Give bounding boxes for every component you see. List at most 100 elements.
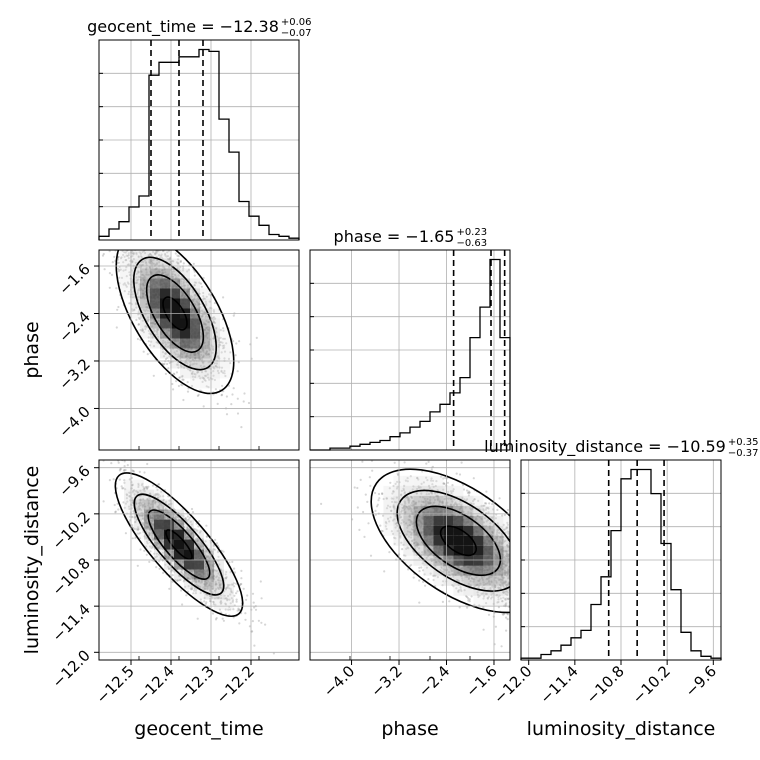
sample-point [151, 532, 154, 535]
sample-point [137, 323, 140, 326]
sample-point [151, 545, 154, 548]
sample-point [198, 520, 201, 523]
sample-point [156, 333, 159, 336]
sample-point [193, 281, 196, 284]
sample-point [127, 282, 130, 285]
sample-point [114, 511, 117, 514]
density-cell [200, 338, 210, 349]
sample-point [219, 344, 222, 347]
sample-point [131, 296, 134, 299]
sample-point [182, 515, 185, 518]
density-cell [150, 258, 160, 269]
sample-point [120, 485, 123, 488]
density-cell [120, 288, 130, 299]
sample-point [148, 560, 151, 564]
sample-point [217, 356, 220, 359]
sample-point [230, 590, 233, 594]
sample-point [177, 262, 180, 265]
sample-point [177, 574, 180, 578]
sample-point [203, 547, 207, 550]
sample-point [150, 340, 153, 343]
sample-point [141, 328, 144, 331]
sample-point [389, 481, 392, 484]
density-cell [184, 569, 194, 580]
sample-point [135, 518, 138, 522]
sample-point [199, 598, 202, 601]
sample-point [124, 284, 127, 287]
density-cell [180, 348, 190, 359]
sample-point [126, 281, 129, 284]
density-cell [150, 250, 160, 259]
sample-point [131, 501, 134, 504]
sample-point [252, 601, 255, 604]
sample-point [233, 567, 236, 570]
density-cell [224, 569, 234, 580]
sample-point [201, 313, 204, 316]
sample-point [117, 267, 120, 271]
panel-frame [98, 39, 300, 241]
sample-point [215, 569, 218, 573]
sample-point [164, 352, 167, 355]
sample-point [123, 465, 126, 468]
sample-point [167, 567, 171, 571]
sample-point [168, 499, 171, 502]
sample-point [168, 355, 171, 358]
sample-point [123, 282, 126, 285]
panel-geocent_time-vs-phase [98, 249, 300, 451]
sample-point [191, 295, 194, 298]
sample-point [463, 589, 466, 592]
sample-point [367, 522, 370, 525]
sample-point [202, 377, 205, 380]
sample-point [213, 597, 217, 600]
title-sub: −0.37 [728, 448, 759, 459]
sample-point [136, 337, 139, 341]
sample-point [495, 594, 498, 597]
sample-point [131, 309, 134, 312]
sample-point [221, 384, 224, 387]
sample-point [181, 269, 185, 272]
density-cell [150, 288, 160, 299]
sample-point [171, 574, 174, 577]
density-cell [160, 288, 170, 299]
sample-point [204, 540, 207, 543]
sample-point [224, 576, 227, 580]
sample-point [128, 507, 131, 511]
density-cell [144, 499, 154, 510]
sample-point [205, 555, 208, 558]
sample-point [223, 357, 226, 360]
sample-point [201, 376, 204, 379]
sample-point [225, 413, 229, 416]
sample-point [136, 291, 139, 294]
sample-point [191, 370, 194, 373]
sample-point [124, 532, 127, 535]
density-cell [204, 579, 214, 590]
density-cell [140, 268, 150, 279]
sample-point [155, 493, 158, 496]
sample-point [124, 268, 127, 271]
density-cell [194, 569, 204, 580]
sample-point [443, 482, 446, 486]
sample-point [200, 315, 203, 318]
sample-point [257, 619, 260, 622]
sample-point [435, 480, 438, 483]
sample-point [483, 587, 486, 591]
sample-point [232, 314, 235, 317]
sample-point [146, 542, 149, 545]
sample-point [399, 493, 403, 497]
sample-point [224, 602, 227, 605]
sample-point [196, 394, 199, 397]
density-cell [154, 529, 164, 540]
sample-point [193, 294, 196, 297]
sample-point [154, 494, 157, 497]
sample-point [128, 478, 131, 481]
sample-point [131, 469, 134, 472]
sample-point [150, 531, 153, 534]
sample-point [131, 483, 134, 486]
sample-point [189, 369, 192, 372]
sample-point [131, 524, 134, 527]
sample-point [117, 305, 120, 309]
sample-point [140, 484, 143, 487]
density-cell [164, 499, 174, 510]
sample-point [212, 370, 215, 373]
sample-point [114, 510, 117, 513]
